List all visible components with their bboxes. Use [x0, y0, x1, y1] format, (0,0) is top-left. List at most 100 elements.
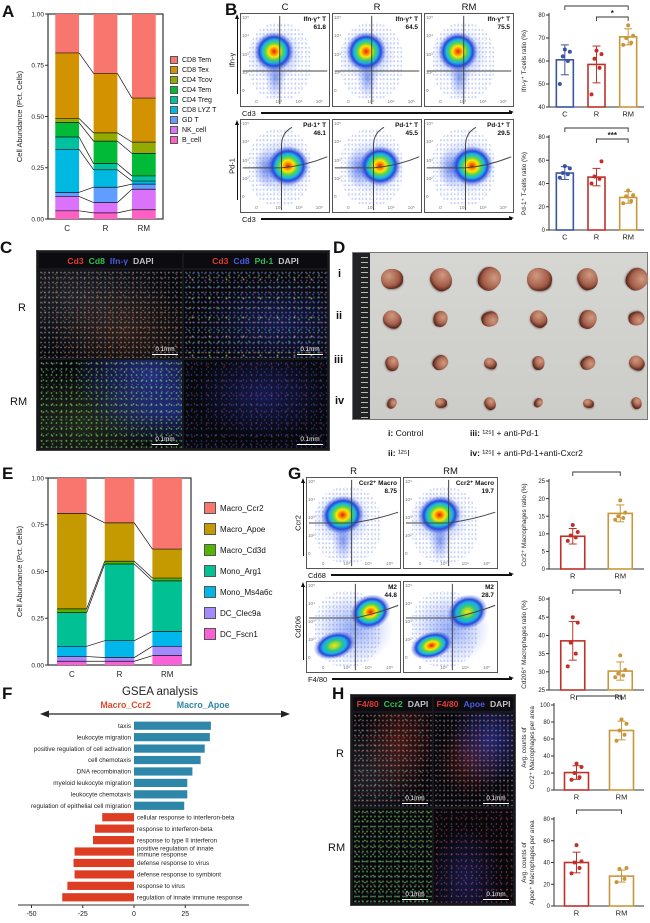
gate-name: Pd-1⁺ T: [487, 122, 510, 129]
flow-x-tick: 10⁴: [387, 99, 395, 105]
gate-lines: [425, 120, 513, 212]
gate-label: M2 28.7: [482, 584, 494, 599]
svg-text:positive regulation of cell ac: positive regulation of cell activation: [34, 746, 132, 753]
gate-label: Ifn-γ⁺ T 61.8: [303, 16, 326, 31]
svg-text:cellular response to interfero: cellular response to interferon-beta: [137, 814, 235, 821]
flow-x-tick: 10³: [367, 99, 374, 105]
legend-swatch: [170, 76, 178, 84]
svg-text:R: R: [117, 670, 123, 679]
gate-label: Ccr2⁺ Macro 8.75: [359, 480, 397, 495]
svg-text:response to type II interferon: response to type II interferon: [137, 837, 218, 844]
if-images-c: Cd3 Cd8 Ifn-γ DAPI Cd3 Cd8 Pd-1 DAPI 0.1mm 0.1mm 0…: [36, 250, 330, 451]
flow-density-blob: [264, 56, 286, 101]
flow-col-headers: R RM: [306, 466, 518, 477]
svg-text:Pd-1⁺ T-cells ratio (%): Pd-1⁺ T-cells ratio (%): [521, 152, 528, 215]
flow-x-tick: 10⁵: [407, 205, 415, 211]
flow-x-tick: 0: [321, 665, 325, 671]
flow-x-tick: 10³: [440, 561, 447, 567]
svg-text:response to interferon-beta: response to interferon-beta: [137, 826, 213, 833]
flow-x-tick: 10³: [343, 561, 350, 567]
legend-swatch: [170, 126, 178, 134]
d-caption-iii: iii: ¹²⁵I + anti-Pd-1: [470, 428, 539, 438]
legend-item: DC_Clec9a: [204, 607, 272, 619]
apoe-macro-counts-chart: 0 20 40 60 80 R RM * Avg. counts of Apoe⁺ Macroph…: [520, 802, 648, 920]
flow-x-tick: 10⁴: [461, 561, 469, 567]
bar-chart-H1: 0 20 40 60 80 100 R RM *** Avg. counts of Ccr2⁺ Ma…: [521, 688, 644, 802]
legend-swatch: [170, 116, 178, 124]
flow-x-tick: 10³: [275, 205, 282, 211]
flow-x-axis: Cd3: [240, 213, 518, 225]
legend-item: CD8 Tem: [170, 56, 216, 64]
panel-a-letter: A: [2, 2, 15, 21]
svg-text:C: C: [64, 224, 70, 233]
tumor: [626, 353, 648, 373]
legend-label: Macro_Ccr2: [220, 503, 264, 513]
scalebar: 0.1mm: [483, 795, 509, 804]
gate-label: Ifn-γ⁺ T 75.5: [487, 16, 510, 31]
svg-text:70: 70: [538, 36, 545, 42]
svg-text:45: 45: [538, 615, 545, 621]
tumor: [628, 311, 646, 327]
flow-plot: 10⁵ 10⁴ 10³ 10² 0 0 10³ 10⁴ 10⁵ Ifn-γ⁺ T 64.5: [332, 13, 422, 107]
legend-label: Macro_Cd3d: [220, 545, 266, 555]
flow-x-tick: 10⁵: [483, 665, 491, 671]
flow-plot: 10⁵ 10⁴ 10³ 10² 0 0 10³ 10⁴ 10⁵ Ifn-γ⁺ T 75.5: [424, 13, 514, 107]
legend-swatch: [170, 86, 178, 94]
svg-text:defense response to symbiont: defense response to symbiont: [137, 872, 221, 879]
scalebar-text: 0.1mm: [486, 890, 506, 898]
tumor: [581, 397, 595, 409]
svg-text:30: 30: [538, 670, 545, 676]
legend-item: Mono_Arg1: [204, 565, 272, 577]
flow-row: Cd206 10⁵ 10⁴ 10³ 10² 0 0 10³ 10⁴ 10⁵ M2 44.8 10⁵ 10⁴…: [292, 581, 518, 673]
scalebar-text: 0.1mm: [155, 345, 175, 353]
svg-text:20: 20: [543, 882, 550, 888]
svg-text:5: 5: [542, 550, 546, 556]
panel-c-letter: C: [0, 238, 13, 257]
y-axis-arrow: [300, 477, 305, 557]
svg-text:40: 40: [538, 634, 545, 640]
svg-text:Apoe⁺ Macrophages per area: Apoe⁺ Macrophages per area: [529, 820, 536, 905]
flow-y-tick: 10²: [405, 636, 412, 642]
flow-x-tick: 0: [439, 99, 442, 105]
flow-col-headers: C R RM: [240, 2, 518, 13]
ruler: [353, 253, 370, 419]
legend-label: CD8 LYZ T: [182, 106, 217, 114]
flow-x-tick: 10⁴: [479, 205, 487, 211]
gate-value: 29.5: [497, 129, 510, 137]
gate-label: Ccr2⁺ Macro 19.7: [456, 480, 494, 495]
legend-item: Macro_Cd3d: [204, 544, 272, 556]
flow-y-tick: 10³: [426, 157, 433, 163]
tumor: [482, 395, 498, 411]
svg-text:20: 20: [538, 497, 545, 503]
flow-x-tick: 10⁵: [499, 99, 507, 105]
tumor: [430, 352, 452, 374]
flow-x-tick: 10⁴: [364, 561, 372, 567]
bar-chart-B1: 40 50 60 70 80 C R RM * * Ifn-γ⁺ T-cells ratio (%): [521, 0, 644, 119]
flow-plot: 10⁵ 10⁴ 10³ 10² 0 0 10³ 10⁴ 10⁵ M2 28.7: [403, 581, 498, 673]
flow-y-tick: 0: [426, 88, 429, 94]
flow-y-tick: 10²: [426, 176, 433, 182]
svg-text:R: R: [594, 110, 600, 119]
x-axis-arrow: [260, 215, 515, 220]
gate-name: M2: [388, 584, 397, 591]
svg-text:RM: RM: [622, 233, 634, 242]
gate-value: 45.5: [405, 129, 418, 137]
marker-label: Pd-1: [254, 255, 274, 266]
d-caption-iv: iv: ¹²⁵I + anti-Pd-1+anti-Cxcr2: [470, 448, 583, 458]
svg-text:Avg. counts of: Avg. counts of: [521, 842, 528, 883]
flow-col-header: R: [350, 466, 357, 477]
if-image: 0.1mm: [353, 809, 432, 903]
flow-y-tick: 10⁵: [308, 478, 316, 484]
legend-item: CD8 LYZ T: [170, 106, 216, 114]
gsea-chart-svg: taxis leukocyte migration positive regulat…: [18, 721, 249, 918]
flow-x-tick: 0: [255, 99, 258, 105]
flow-y-tick: 10⁴: [308, 600, 316, 606]
legend-swatch: [170, 106, 178, 114]
flow-y-tick: 0: [334, 88, 337, 94]
svg-text:-50: -50: [26, 911, 36, 918]
scalebar-line: [297, 443, 323, 445]
scalebar: 0.1mm: [402, 891, 428, 900]
svg-text:*: *: [595, 2, 599, 7]
flow-y-tick: 0: [242, 88, 245, 94]
gate-name: Ccr2⁺ Macro: [358, 480, 397, 487]
